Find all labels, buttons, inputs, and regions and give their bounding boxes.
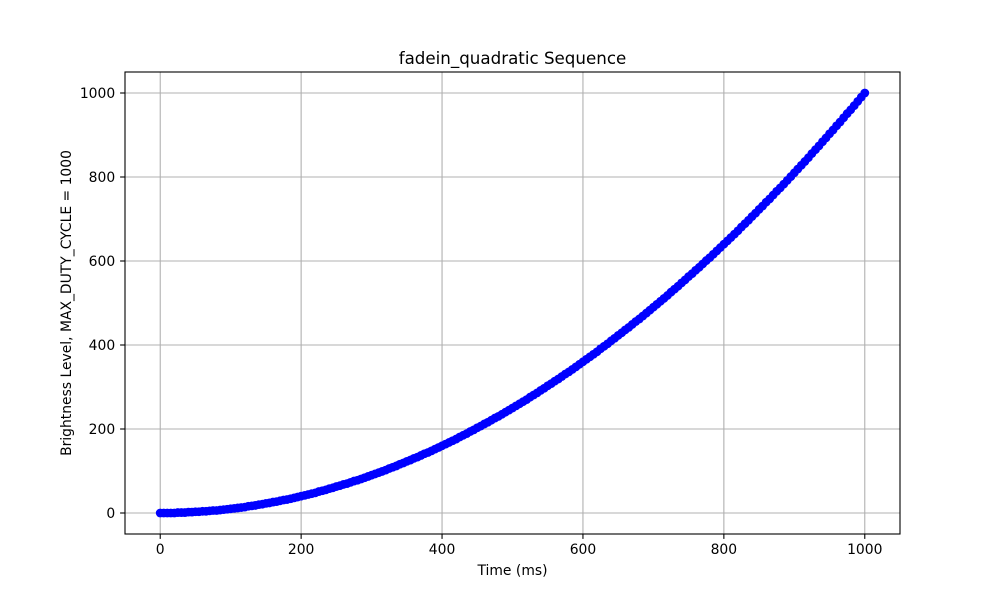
x-tick-label: 200 [288, 542, 315, 558]
x-tick-label: 600 [570, 542, 597, 558]
y-axis: 0 200 400 600 800 1000 [80, 86, 125, 522]
y-tick-label: 0 [106, 506, 115, 522]
y-tick-label: 800 [89, 170, 116, 186]
y-axis-label: Brightness Level, MAX_DUTY_CYCLE = 1000 [59, 150, 75, 456]
x-tick-label: 800 [711, 542, 738, 558]
data-point [860, 88, 870, 98]
y-tick-label: 400 [89, 338, 116, 354]
y-tick-label: 600 [89, 254, 116, 270]
x-axis-label: Time (ms) [476, 563, 547, 579]
gridlines [125, 72, 900, 534]
chart-title: fadein_quadratic Sequence [399, 48, 627, 69]
x-tick-label: 0 [156, 542, 165, 558]
axes-frame [124, 71, 901, 535]
data-series [155, 88, 870, 518]
y-tick-label: 200 [89, 422, 116, 438]
y-tick-label: 1000 [80, 86, 115, 102]
plot-area [125, 72, 900, 534]
x-axis: 0 200 400 600 800 1000 [156, 534, 882, 558]
x-tick-label: 1000 [847, 542, 882, 558]
x-tick-label: 400 [429, 542, 456, 558]
